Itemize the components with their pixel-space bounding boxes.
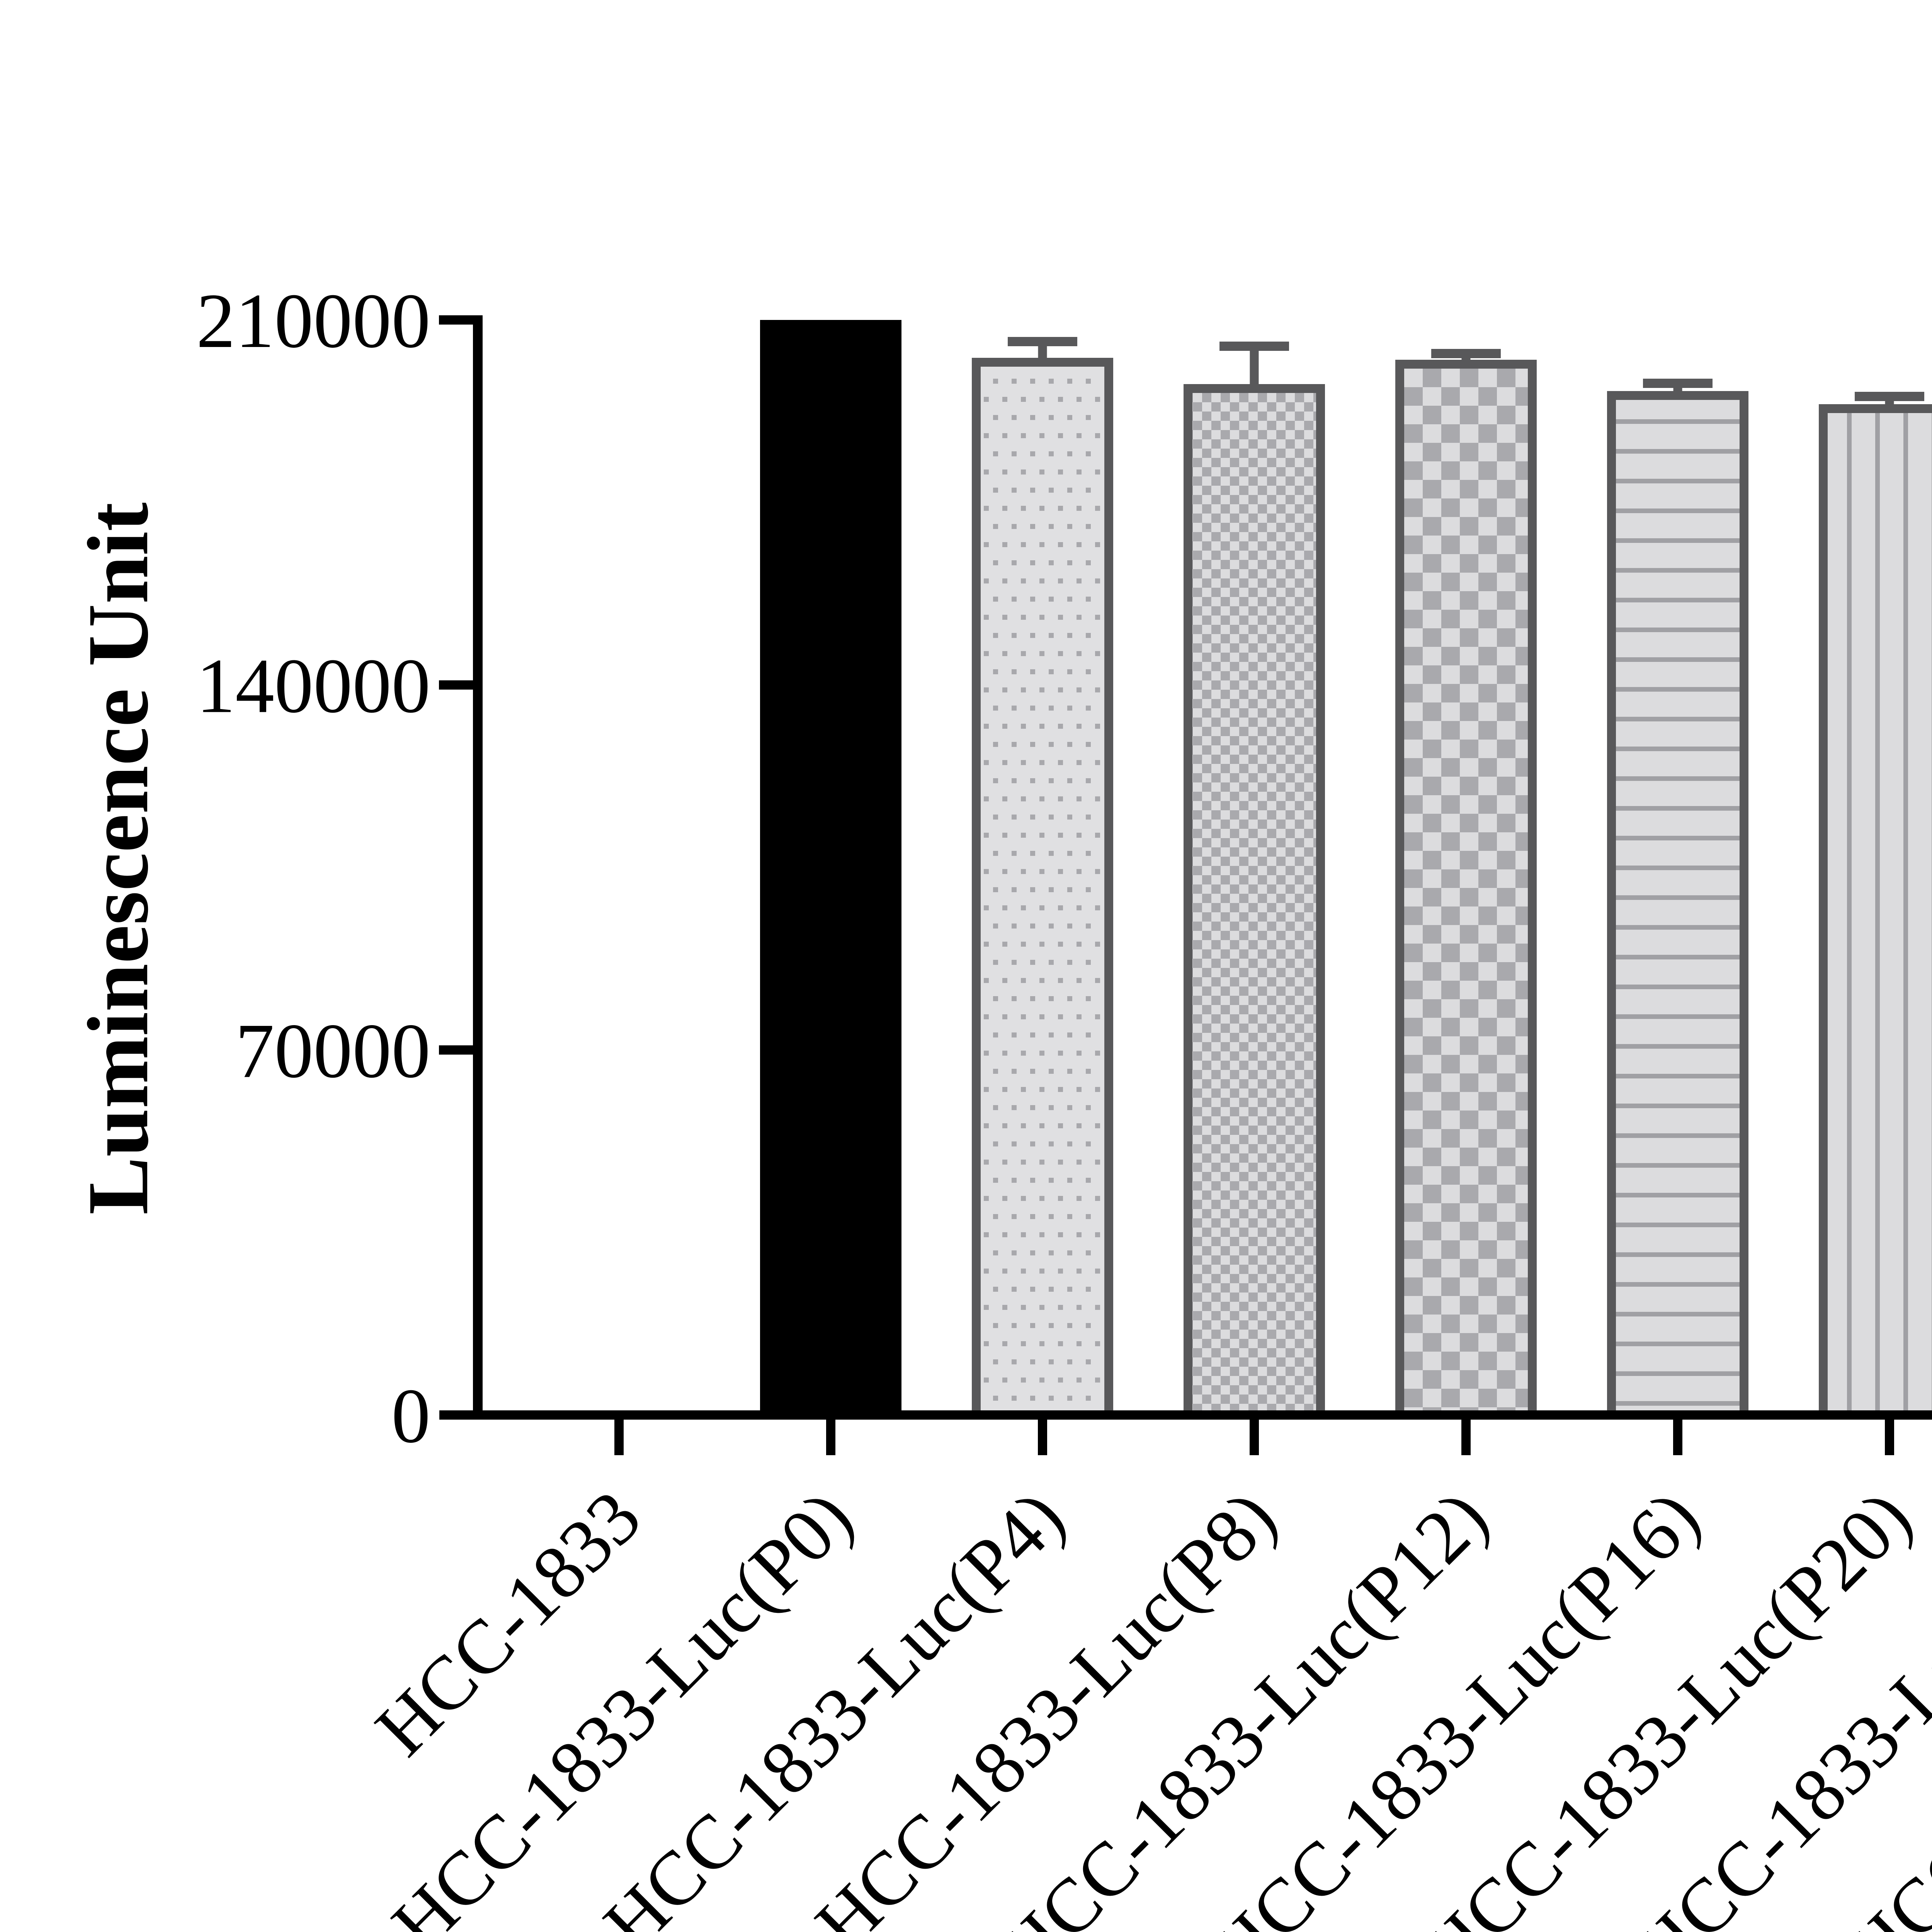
svg-text:Luminescence Unit: Luminescence Unit xyxy=(70,502,166,1215)
svg-text:140000: 140000 xyxy=(196,643,430,729)
svg-text:0: 0 xyxy=(391,1372,430,1459)
svg-text:70000: 70000 xyxy=(235,1007,430,1094)
svg-text:210000: 210000 xyxy=(196,277,430,364)
